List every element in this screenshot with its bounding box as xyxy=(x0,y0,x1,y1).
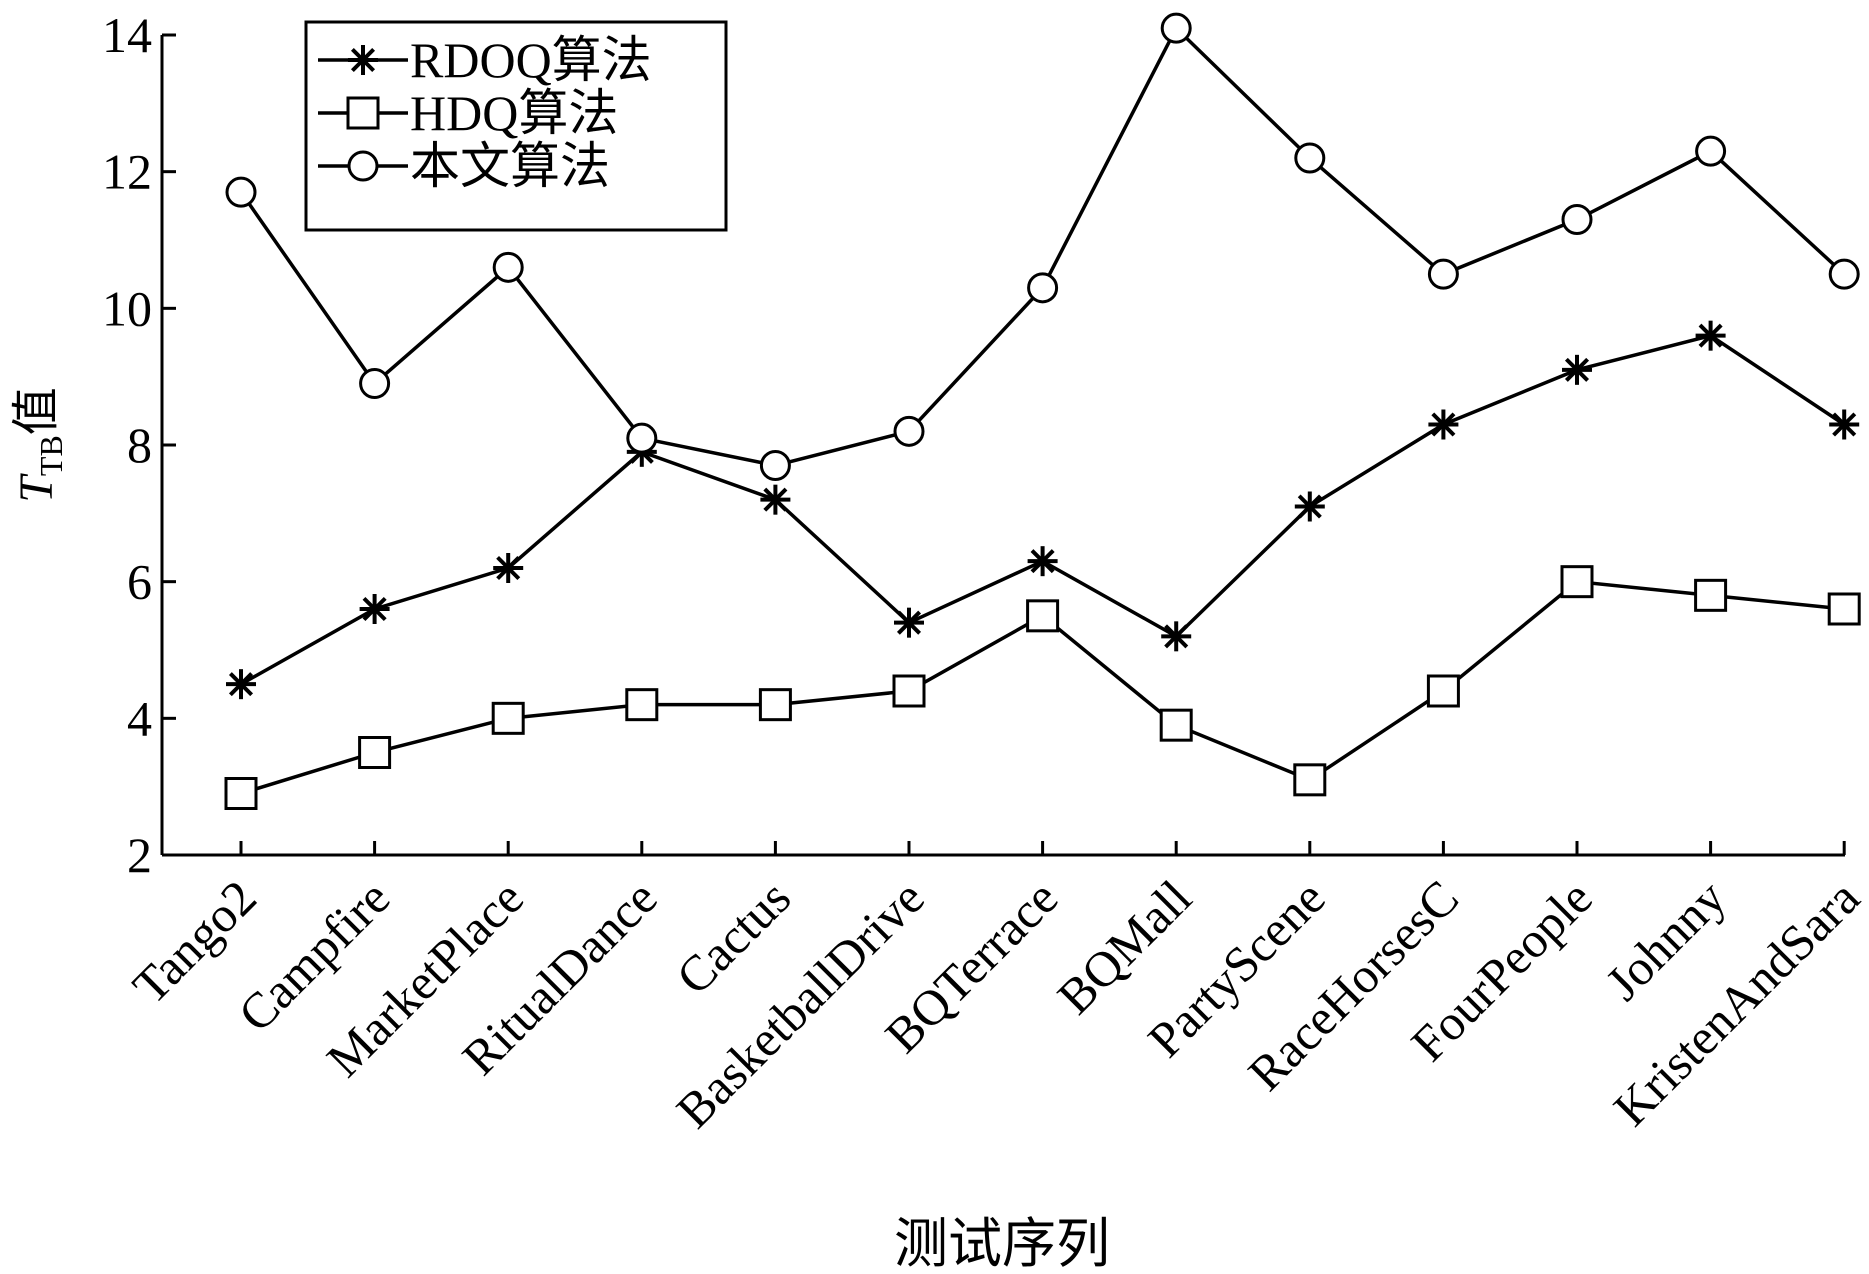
data-point-square xyxy=(1560,565,1594,599)
data-point-asterisk xyxy=(493,553,524,583)
y-tick-label: 10 xyxy=(102,280,152,336)
data-point-circle xyxy=(1561,204,1593,235)
data-point-square xyxy=(224,777,258,810)
x-axis-label: 测试序列 xyxy=(894,1214,1110,1274)
y-ticks: 2 4 6 8 10 12 14 xyxy=(102,7,176,883)
legend-marker-circle xyxy=(347,150,379,182)
data-point-circle xyxy=(1160,12,1192,44)
y-tick-label: 8 xyxy=(127,417,152,473)
data-point-circle xyxy=(1828,258,1860,290)
data-point-circle xyxy=(759,450,791,481)
data-point-circle xyxy=(1427,258,1459,290)
data-point-square xyxy=(358,736,392,769)
data-point-asterisk xyxy=(1161,621,1192,652)
data-point-square xyxy=(1827,592,1861,626)
data-point-circle xyxy=(1294,142,1326,174)
data-point-asterisk xyxy=(1294,491,1325,522)
legend-label: RDOQ算法 xyxy=(410,32,652,88)
legend-label: 本文算法 xyxy=(410,138,610,194)
x-ticks: Tango2CampfireMarketPlaceRitualDanceCact… xyxy=(122,841,1869,1139)
data-point-asterisk xyxy=(1562,354,1592,385)
y-axis-label-main: T xyxy=(10,473,63,503)
data-point-circle xyxy=(626,422,658,454)
data-point-square xyxy=(1694,578,1728,612)
data-point-circle xyxy=(893,415,925,447)
data-point-square xyxy=(1293,763,1327,797)
data-point-asterisk xyxy=(1695,320,1726,351)
data-point-asterisk xyxy=(1027,546,1058,577)
data-point-circle xyxy=(1027,272,1059,304)
data-point-asterisk xyxy=(359,594,390,624)
data-point-asterisk xyxy=(894,607,924,638)
data-point-asterisk xyxy=(1829,409,1860,440)
data-point-square xyxy=(625,688,659,722)
data-point-circle xyxy=(492,251,524,283)
legend-marker-square xyxy=(346,96,380,130)
data-point-circle xyxy=(225,176,257,208)
y-tick-label: 6 xyxy=(127,554,152,610)
data-point-square xyxy=(1026,599,1060,633)
y-tick-label: 12 xyxy=(102,144,152,200)
series-group xyxy=(224,12,1861,810)
data-point-square xyxy=(1426,674,1460,708)
legend-label: HDQ算法 xyxy=(410,85,618,141)
legend-box xyxy=(304,20,728,232)
y-axis-label-sub: TB xyxy=(33,435,69,476)
data-point-circle xyxy=(359,368,391,399)
data-point-square xyxy=(758,688,792,722)
y-tick-label: 4 xyxy=(127,690,152,746)
y-tick-label: 2 xyxy=(127,827,152,883)
data-point-asterisk xyxy=(760,484,791,515)
data-point-asterisk xyxy=(1428,409,1459,440)
data-point-square xyxy=(892,674,926,708)
data-point-square xyxy=(491,701,525,735)
data-point-circle xyxy=(1695,135,1727,167)
y-tick-label: 14 xyxy=(102,7,152,63)
legend-marker-asterisk xyxy=(348,45,378,75)
data-point-asterisk xyxy=(226,669,256,700)
y-axis-label-suffix: 值 xyxy=(10,387,63,435)
y-axis-label: TTB值 xyxy=(10,387,69,503)
data-point-square xyxy=(1159,708,1193,742)
